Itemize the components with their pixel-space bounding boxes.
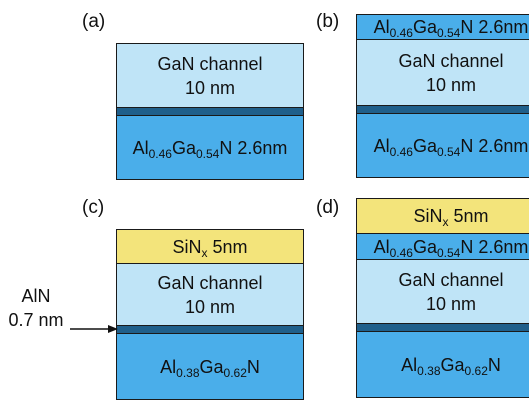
aln-annotation-line2: 0.7 nm — [8, 310, 64, 330]
algan-barrier-layer: Al0.46Ga0.54N 2.6nm — [116, 116, 304, 180]
algan-barrier-label: Al0.46Ga0.54N 2.6nm — [373, 135, 529, 159]
gan-channel-label: GaN channel — [157, 53, 263, 74]
gan-channel-label: GaN channel — [157, 272, 263, 293]
sin-cap-label: SiNx 5nm — [413, 206, 489, 229]
algan-cap-layer: Al0.46Ga0.54N 2.6nm — [356, 14, 529, 40]
aln-interlayer — [116, 326, 304, 334]
gan-thickness-label: 10 nm — [184, 77, 236, 98]
algan-barrier-label: Al0.38Ga0.62N — [401, 354, 501, 378]
panel-a-label: (a) — [82, 11, 106, 32]
gan-thickness-label: 10 nm — [425, 74, 477, 95]
gan-channel-label: GaN channel — [398, 269, 504, 290]
gan-thickness-label: 10 nm — [184, 296, 236, 317]
aln-annotation-label: AlN 0.7 nm — [6, 284, 66, 332]
gan-thickness-label: 10 nm — [425, 293, 477, 314]
sin-cap-label: SiNx 5nm — [172, 236, 248, 260]
panel-c-stack: SiNx 5nm GaN channel 10 nm Al0.38Ga0.62N — [116, 229, 304, 400]
panel-a-stack: GaN channel 10 nm Al0.46Ga0.54N 2.6nm — [116, 43, 304, 180]
gan-channel-label: GaN channel — [398, 50, 504, 71]
algan-cap-label: Al0.46Ga0.54N 2.6nm — [373, 17, 529, 40]
gan-channel-layer: GaN channel 10 nm — [116, 43, 304, 108]
sin-cap-layer: SiNx 5nm — [356, 198, 529, 234]
algan-cap-layer: Al0.46Ga0.54N 2.6nm — [356, 234, 529, 260]
algan-cap-label: Al0.46Ga0.54N 2.6nm — [373, 236, 529, 260]
gan-channel-layer: GaN channel 10 nm — [356, 260, 529, 324]
algan-barrier-layer: Al0.46Ga0.54N 2.6nm — [356, 114, 529, 178]
panel-b-label: (b) — [316, 11, 340, 32]
algan-barrier-layer: Al0.38Ga0.62N — [356, 332, 529, 398]
gan-channel-layer: GaN channel 10 nm — [356, 40, 529, 106]
aln-interlayer — [356, 324, 529, 332]
algan-barrier-label: Al0.46Ga0.54N 2.6nm — [132, 137, 288, 161]
aln-interlayer — [356, 106, 529, 114]
algan-barrier-label: Al0.38Ga0.62N — [160, 356, 260, 380]
panel-d-label: (d) — [316, 197, 340, 218]
panel-d-stack: SiNx 5nm Al0.46Ga0.54N 2.6nm GaN channel… — [356, 198, 529, 398]
aln-annotation-line1: AlN — [21, 286, 51, 306]
arrow-head — [108, 325, 118, 333]
gan-channel-layer: GaN channel 10 nm — [116, 264, 304, 326]
panel-c-label: (c) — [82, 197, 105, 218]
sin-cap-layer: SiNx 5nm — [116, 229, 304, 264]
panel-b-stack: Al0.46Ga0.54N 2.6nm GaN channel 10 nm Al… — [356, 14, 529, 178]
aln-interlayer — [116, 108, 304, 116]
algan-barrier-layer: Al0.38Ga0.62N — [116, 334, 304, 400]
